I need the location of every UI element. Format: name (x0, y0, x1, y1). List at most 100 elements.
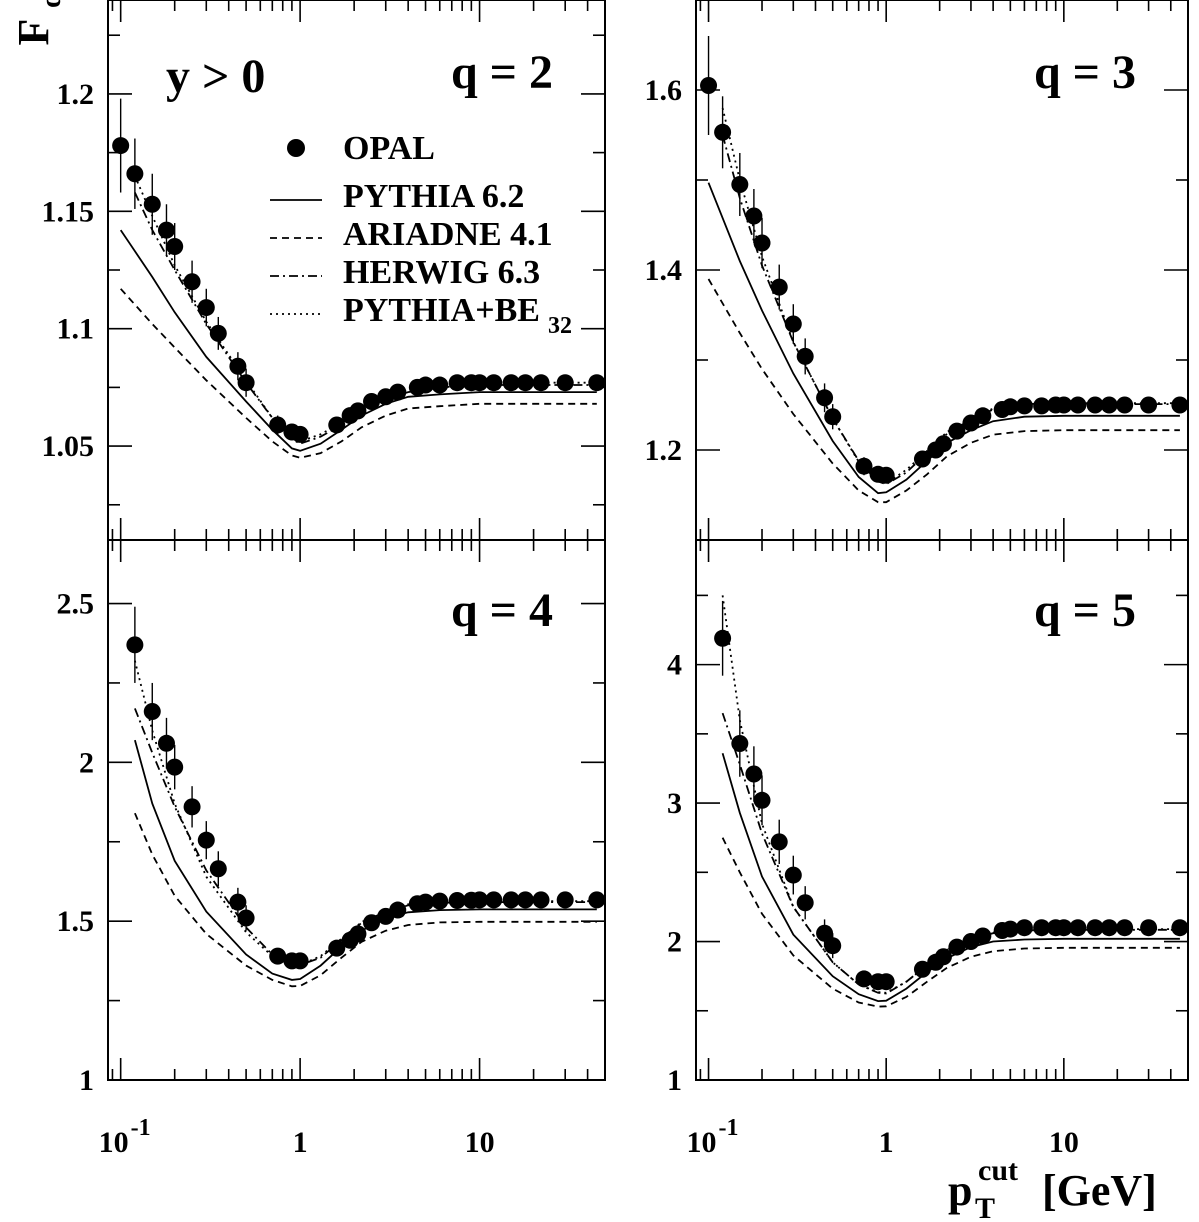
data-point (934, 948, 952, 966)
data-point (1140, 396, 1158, 414)
data-point (1055, 396, 1073, 414)
data-point (1086, 396, 1104, 414)
y-tick-label: 1.1 (57, 313, 95, 346)
data-point (974, 407, 992, 425)
curve-solid (707, 182, 1180, 495)
data-point (471, 891, 489, 909)
data-point (974, 927, 992, 945)
data-point (485, 374, 503, 392)
data-point (784, 315, 802, 333)
curve-dotted (721, 595, 1180, 994)
curve-dashdot (721, 134, 1180, 486)
data-point (448, 892, 466, 910)
x-tick-label: 10 (99, 1126, 129, 1159)
curve-solid (721, 752, 1180, 1003)
data-point (269, 416, 287, 434)
data-point (143, 703, 161, 721)
data-point (183, 798, 201, 816)
panel-3: 11.522.510 -1 1 10q = 4 (57, 539, 606, 1159)
data-point (1001, 920, 1019, 938)
legend-label-herwig: HERWIG 6.3 (343, 254, 540, 291)
data-point (1069, 919, 1087, 937)
data-point (417, 376, 435, 394)
y-tick-label: 1 (667, 1064, 682, 1097)
data-point (745, 207, 763, 225)
data-point (143, 195, 161, 213)
data-point (516, 374, 534, 392)
data-point (855, 457, 873, 475)
data-point (502, 891, 520, 909)
curve-dashdot (134, 192, 597, 445)
y-tick-label: 1.5 (57, 905, 95, 938)
data-point (166, 758, 184, 776)
data-point (431, 892, 449, 910)
data-point (731, 735, 749, 753)
panel-label: q = 2 (451, 46, 553, 99)
x-axis-label: p (948, 1166, 972, 1215)
y-tick-label: 1.4 (645, 254, 683, 287)
data-point (112, 137, 130, 155)
data-point (816, 389, 834, 407)
data-point (913, 450, 931, 468)
panel-1: 1.05 1.1 1.15 1.2 q = 2 (42, 0, 606, 541)
data-point (770, 278, 788, 296)
data-point (588, 891, 606, 909)
legend-marker-opal (287, 139, 305, 157)
curve-dashed (721, 837, 1180, 1008)
data-point (556, 891, 574, 909)
legend-label-ariadne: ARIADNE 4.1 (343, 216, 553, 253)
y-tick-label: 2.5 (57, 588, 95, 621)
data-point (502, 374, 520, 392)
data-point (934, 435, 952, 453)
y-tick-label: 1.6 (645, 74, 683, 107)
data-point (157, 734, 175, 752)
data-point (1140, 919, 1158, 937)
data-point (363, 914, 381, 932)
y-tick-label: 1 (79, 1064, 94, 1097)
data-point (1069, 396, 1087, 414)
data-point (1100, 919, 1118, 937)
data-point (1116, 396, 1134, 414)
data-point (753, 234, 771, 252)
data-point (1171, 919, 1189, 937)
data-point (197, 299, 215, 317)
x-tick-label: 10 (1049, 1126, 1079, 1159)
data-point (516, 891, 534, 909)
y-tick-label: 2 (79, 746, 94, 779)
data-point (877, 466, 895, 484)
data-point (588, 374, 606, 392)
data-point (556, 374, 574, 392)
data-point (796, 347, 814, 365)
y-axis-label-subscript: q (36, 0, 67, 8)
data-point (389, 383, 407, 401)
data-point (770, 833, 788, 851)
x-axis-label-superscript: cut (978, 1154, 1018, 1187)
curve-dashed (134, 812, 597, 988)
legend-label-opal: OPAL (343, 130, 435, 167)
panel-frame (107, 539, 606, 1081)
x-tick-label: 10 (465, 1126, 495, 1159)
panel-frame (695, 539, 1189, 1081)
y-tick-label: 4 (667, 649, 682, 682)
data-point (166, 238, 184, 256)
data-point (1015, 397, 1033, 415)
data-point (157, 221, 175, 239)
data-point (269, 947, 287, 965)
x-tick-label-exponent: -1 (719, 1115, 739, 1141)
data-point (714, 629, 732, 647)
data-point (291, 425, 309, 443)
data-point (349, 402, 367, 420)
data-point (824, 937, 842, 955)
data-point (824, 408, 842, 426)
data-point (209, 324, 227, 342)
panel-2: 1.2 1.4 1.6 q = 3 (645, 0, 1189, 541)
data-point (471, 374, 489, 392)
data-point (349, 925, 367, 943)
x-axis-label-subscript: T (975, 1192, 995, 1222)
data-point (485, 891, 503, 909)
panel-label: q = 5 (1034, 584, 1136, 637)
data-point (532, 891, 550, 909)
data-point (1171, 396, 1189, 414)
data-point (731, 176, 749, 193)
